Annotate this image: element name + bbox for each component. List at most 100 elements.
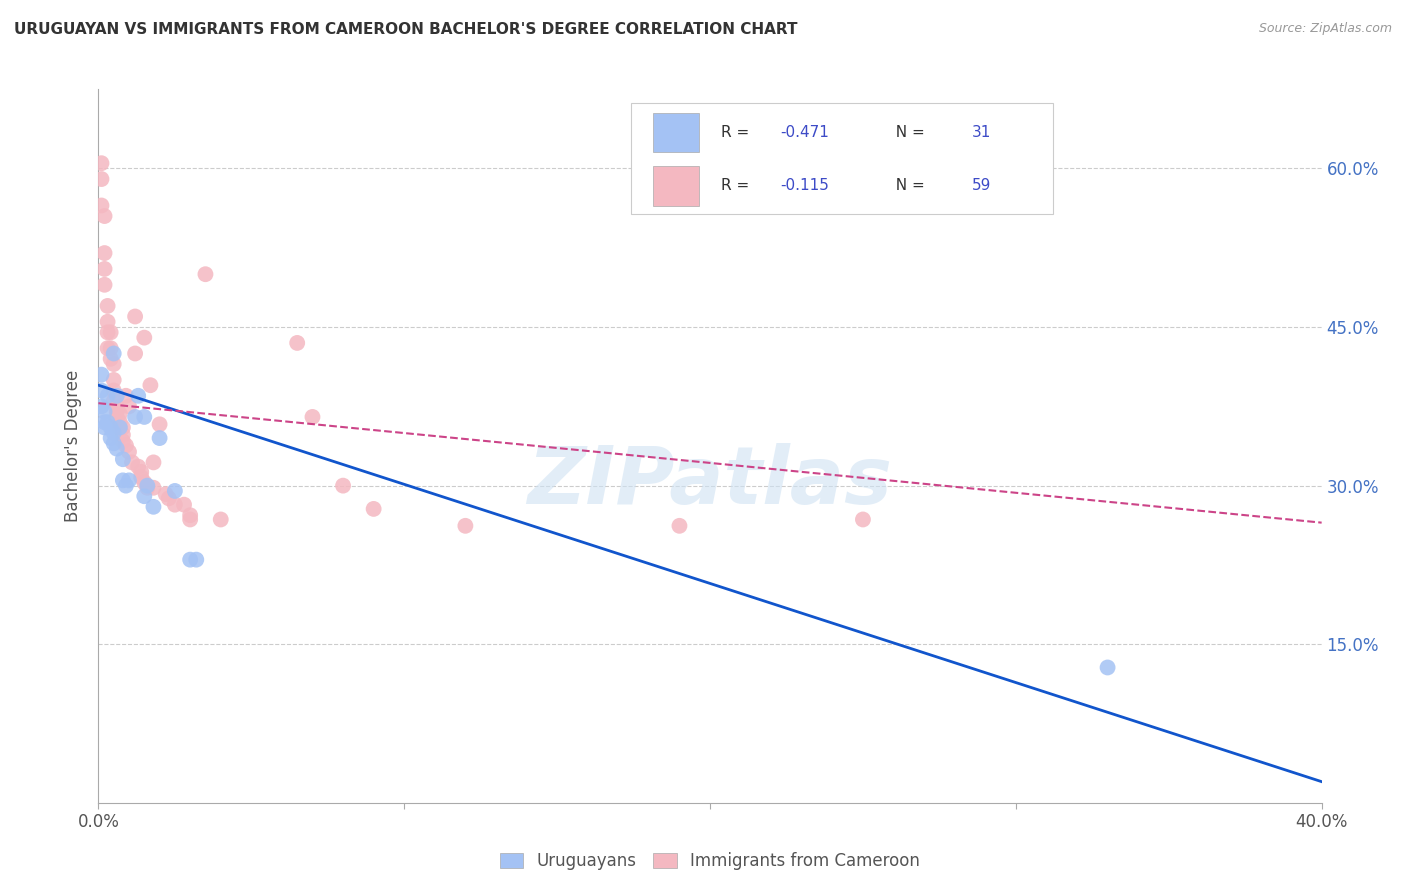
Point	[285, 335, 308, 350]
FancyBboxPatch shape	[652, 112, 699, 152]
Point	[124, 346, 146, 360]
Point	[100, 326, 122, 340]
Point	[100, 420, 122, 434]
Point	[97, 389, 120, 403]
Point	[100, 341, 122, 355]
Point	[103, 384, 125, 398]
Point	[136, 478, 159, 492]
Point	[111, 428, 134, 442]
Point	[129, 470, 152, 484]
Point	[111, 474, 134, 488]
Point	[108, 420, 131, 434]
Point	[111, 452, 134, 467]
Text: N =: N =	[886, 178, 929, 194]
Point	[134, 475, 156, 490]
Point	[103, 436, 125, 450]
Point	[179, 512, 201, 526]
Point	[97, 341, 120, 355]
Text: R =: R =	[721, 125, 754, 140]
Point	[332, 478, 354, 492]
FancyBboxPatch shape	[630, 103, 1053, 214]
Point	[97, 315, 120, 329]
Point	[134, 409, 156, 424]
Point	[90, 400, 112, 414]
Point	[103, 346, 125, 360]
Point	[157, 491, 180, 506]
Point	[90, 198, 112, 212]
Point	[93, 261, 115, 276]
Point	[186, 552, 208, 566]
Text: URUGUAYAN VS IMMIGRANTS FROM CAMEROON BACHELOR'S DEGREE CORRELATION CHART: URUGUAYAN VS IMMIGRANTS FROM CAMEROON BA…	[14, 22, 797, 37]
Point	[93, 277, 115, 292]
Point	[121, 455, 143, 469]
Point	[134, 331, 156, 345]
Point	[127, 459, 149, 474]
Point	[103, 425, 125, 440]
Y-axis label: Bachelor's Degree: Bachelor's Degree	[65, 370, 83, 522]
Point	[105, 389, 128, 403]
Point	[142, 500, 165, 514]
Text: -0.115: -0.115	[780, 178, 828, 194]
Point	[124, 409, 146, 424]
Point	[111, 434, 134, 449]
Point	[179, 552, 201, 566]
Point	[118, 400, 141, 414]
Point	[93, 404, 115, 418]
Point	[668, 518, 690, 533]
Point	[139, 378, 162, 392]
Point	[163, 498, 186, 512]
Point	[103, 357, 125, 371]
Point	[194, 267, 217, 281]
Point	[852, 512, 875, 526]
Point	[115, 438, 138, 452]
Point	[93, 415, 115, 429]
Point	[97, 299, 120, 313]
Text: -0.471: -0.471	[780, 125, 828, 140]
Point	[103, 394, 125, 409]
Point	[142, 455, 165, 469]
Point	[100, 351, 122, 366]
Point	[100, 431, 122, 445]
Text: R =: R =	[721, 178, 754, 194]
Text: Source: ZipAtlas.com: Source: ZipAtlas.com	[1258, 22, 1392, 36]
Point	[454, 518, 477, 533]
Point	[363, 502, 385, 516]
Point	[149, 417, 172, 432]
Point	[136, 481, 159, 495]
Legend: Uruguayans, Immigrants from Cameroon: Uruguayans, Immigrants from Cameroon	[494, 846, 927, 877]
Point	[105, 442, 128, 456]
Point	[97, 326, 120, 340]
Point	[142, 481, 165, 495]
Point	[163, 483, 186, 498]
Point	[93, 246, 115, 260]
Point	[90, 172, 112, 186]
Point	[115, 389, 138, 403]
Point	[173, 498, 195, 512]
FancyBboxPatch shape	[652, 166, 699, 205]
Point	[301, 409, 323, 424]
Point	[127, 389, 149, 403]
Point	[90, 368, 112, 382]
Point	[90, 156, 112, 170]
Point	[93, 420, 115, 434]
Point	[105, 400, 128, 414]
Point	[105, 404, 128, 418]
Point	[124, 310, 146, 324]
Point	[108, 407, 131, 421]
Point	[103, 373, 125, 387]
Point	[115, 478, 138, 492]
Text: 31: 31	[972, 125, 991, 140]
Point	[108, 420, 131, 434]
Point	[111, 420, 134, 434]
Point	[134, 489, 156, 503]
Point	[105, 409, 128, 424]
Point	[118, 445, 141, 459]
Text: 59: 59	[972, 178, 991, 194]
Text: N =: N =	[886, 125, 929, 140]
Text: ZIPatlas: ZIPatlas	[527, 442, 893, 521]
Point	[1097, 660, 1119, 674]
Point	[118, 474, 141, 488]
Point	[209, 512, 232, 526]
Point	[90, 384, 112, 398]
Point	[179, 508, 201, 523]
